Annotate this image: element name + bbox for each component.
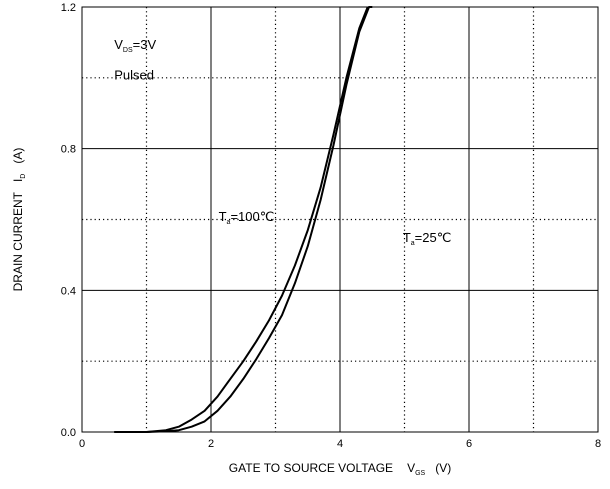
plot-frame [81,6,599,433]
x-axis-title: GATE TO SOURCE VOLTAGE VGS (V) [229,461,451,477]
y-tick-label: 0.8 [61,144,76,156]
x-tick-label: 0 [79,438,85,450]
x-tick-label: 8 [595,438,601,450]
y-tick-label: 0.4 [61,285,76,297]
condition-pulsed: Pulsed [114,67,154,82]
y-tick-label: 1.2 [61,2,76,14]
x-tick-label: 4 [337,438,343,450]
series-line-ta-100 [114,6,369,433]
x-tick-label: 6 [466,438,472,450]
grid [82,7,598,432]
y-tick-label: 0.0 [61,427,76,439]
y-axis-title: DRAIN CURRENTID(A) [11,148,27,292]
series-label-ta-100: Ta=100℃ [219,209,275,226]
tick-labels: 0 2 4 6 8 0.0 0.4 0.8 1.2 [61,2,601,450]
condition-vds: VDS=3V [114,37,156,54]
x-tick-label: 2 [208,438,214,450]
series-layer [114,6,373,433]
series-line-ta-25 [114,6,373,433]
series-label-ta-25: Ta=25℃ [403,230,452,247]
